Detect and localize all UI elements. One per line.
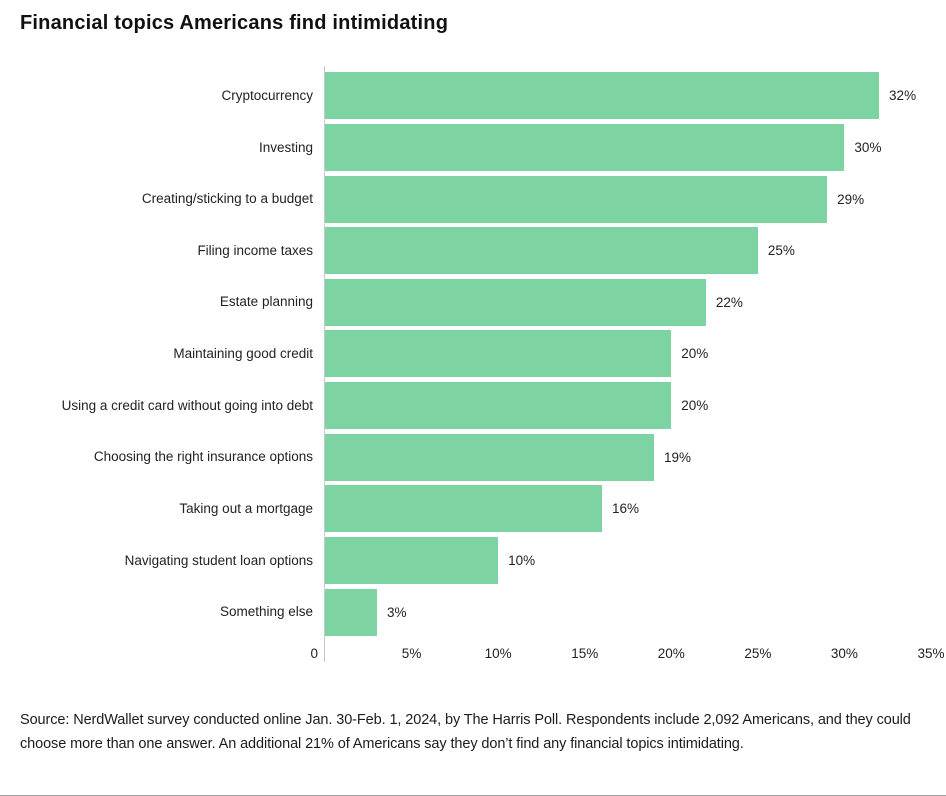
- bar: [325, 175, 828, 223]
- chart-row: Choosing the right insurance options 19%: [94, 431, 931, 483]
- bar: [325, 123, 845, 171]
- value-label: 29%: [837, 191, 865, 207]
- category-label: Navigating student loan options: [124, 552, 313, 568]
- x-tick-label: 0: [310, 645, 318, 661]
- category-label: Maintaining good credit: [173, 346, 313, 362]
- chart-row: Navigating student loan options 10%: [125, 535, 931, 587]
- category-label: Something else: [219, 604, 313, 620]
- bar: [325, 72, 880, 120]
- chart-page: Financial topics Americans find intimida…: [0, 12, 946, 796]
- chart-title: Financial topics Americans find intimida…: [20, 12, 449, 34]
- chart-row: Maintaining good credit 20%: [173, 328, 931, 380]
- value-label: 20%: [681, 346, 709, 362]
- x-tick-label: 35%: [917, 645, 945, 661]
- chart-row: Investing 30%: [259, 122, 931, 174]
- value-label: 3%: [386, 604, 407, 620]
- bar: [325, 227, 758, 275]
- bar: [325, 433, 654, 481]
- bar: [325, 536, 499, 584]
- bar: [325, 330, 672, 378]
- x-tick-label: 15%: [571, 645, 599, 661]
- bar: [325, 278, 706, 326]
- chart-row: Filing income taxes 25%: [197, 225, 931, 277]
- x-tick-label: 30%: [830, 645, 858, 661]
- category-label: Estate planning: [219, 294, 313, 310]
- category-label: Using a credit card without going into d…: [61, 397, 313, 413]
- value-label: 16%: [612, 501, 640, 517]
- category-label: Choosing the right insurance options: [93, 449, 313, 465]
- bar: [325, 382, 672, 430]
- bar: [325, 485, 603, 533]
- chart-plot-area: Cryptocurrency 32% Investing 30% Creating/st…: [62, 66, 931, 662]
- category-label: Taking out a mortgage: [179, 500, 313, 516]
- category-label: Creating/sticking to a budget: [141, 191, 313, 207]
- chart-row: Cryptocurrency 32%: [221, 70, 931, 122]
- y-axis-line: [324, 66, 325, 662]
- x-tick-label: 5%: [401, 645, 422, 661]
- bar-chart: Cryptocurrency 32% Investing 30% Creating/st…: [0, 66, 946, 668]
- category-label: Filing income taxes: [197, 242, 313, 258]
- value-label: 22%: [715, 294, 743, 310]
- chart-row: Something else 3%: [220, 586, 931, 638]
- value-label: 20%: [681, 398, 709, 414]
- value-label: 32%: [889, 88, 917, 104]
- x-axis-ticks: 0 5% 10% 15% 20% 25% 30% 35%: [310, 638, 944, 668]
- chart-row: Estate planning 22%: [220, 277, 931, 329]
- value-label: 19%: [663, 449, 691, 465]
- bar: [325, 588, 377, 636]
- x-tick-label: 20%: [657, 645, 685, 661]
- value-label: 25%: [767, 243, 795, 259]
- x-tick-label: 25%: [744, 645, 772, 661]
- source-note: Source: NerdWallet survey conducted onli…: [20, 711, 911, 752]
- category-label: Investing: [258, 139, 313, 155]
- chart-row: Taking out a mortgage 16%: [179, 483, 931, 535]
- value-label: 30%: [854, 139, 882, 155]
- chart-row: Using a credit card without going into d…: [62, 380, 931, 432]
- x-tick-label: 10%: [484, 645, 512, 661]
- value-label: 10%: [508, 552, 536, 568]
- category-label: Cryptocurrency: [221, 87, 313, 103]
- chart-row: Creating/sticking to a budget 29%: [142, 173, 931, 225]
